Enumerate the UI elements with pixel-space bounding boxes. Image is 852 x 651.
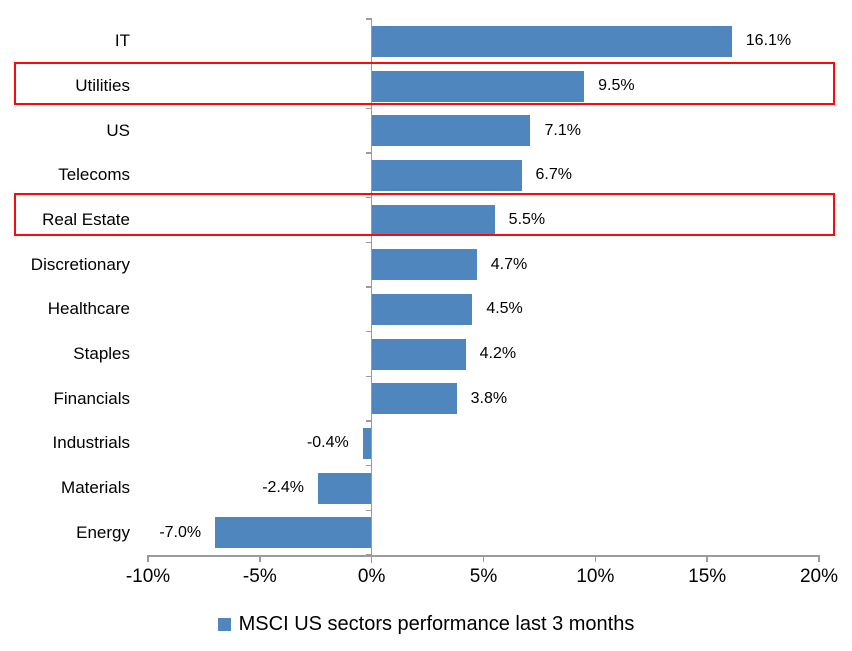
category-label-materials: Materials [61,478,130,497]
bar-utilities [371,70,585,102]
value-axis-tick [706,555,708,562]
category-axis-tick [365,330,372,333]
x-tick-label: -5% [242,566,277,587]
x-tick-label: 10% [576,566,615,587]
bar-telecoms [371,159,522,191]
x-tick-label: 15% [688,566,727,587]
category-axis-tick [365,375,372,378]
bar-value-label-staples: 4.2% [479,345,517,362]
category-axis-tick [365,286,372,288]
category-label-discretionary: Discretionary [30,254,130,274]
bar-discretionary [371,249,477,281]
bar-staples [371,338,466,370]
category-axis-tick [365,509,372,512]
bar-materials [317,472,372,504]
bar-value-label-us: 7.1% [544,121,581,139]
value-axis-tick [259,555,261,562]
value-axis-tick [147,555,149,562]
bar-value-label-financials: 3.8% [470,389,508,407]
bar-industrials [362,427,372,459]
category-axis-tick [365,196,372,199]
category-axis-line [370,19,373,563]
category-axis-tick [365,420,372,422]
bar-financials [371,383,457,415]
bar-value-label-industrials: -0.4% [306,434,349,452]
category-axis-tick [365,464,372,467]
bar-real-estate [371,204,495,236]
legend-swatch-icon [217,617,231,631]
category-axis-tick [365,152,372,154]
legend: MSCI US sectors performance last 3 month… [0,611,852,637]
category-label-financials: Financials [53,388,130,408]
category-label-utilities: Utilities [75,76,130,95]
bar-value-label-utilities: 9.5% [598,77,635,94]
x-tick-label: 5% [469,566,498,587]
bar-value-label-energy: -7.0% [159,523,202,541]
x-tick-label: 0% [357,566,386,587]
value-axis-tick [482,555,485,562]
category-axis-tick [365,241,372,244]
bar-value-label-it: 16.1% [745,32,792,50]
x-tick-label: -10% [125,566,171,587]
category-axis-tick [365,107,372,110]
category-label-telecoms: Telecoms [58,165,130,185]
bar-us [371,115,531,147]
bar-value-label-materials: -2.4% [262,479,304,496]
bar-value-label-telecoms: 6.7% [535,166,572,184]
value-axis-tick [370,555,373,562]
category-label-healthcare: Healthcare [47,299,130,319]
category-label-staples: Staples [73,344,130,363]
category-label-energy: Energy [76,522,130,542]
bar-value-label-discretionary: 4.7% [490,255,528,273]
bar-value-label-healthcare: 4.5% [486,300,523,318]
category-label-us: US [106,120,130,140]
bar-healthcare [371,293,473,325]
bar-energy [215,517,372,549]
bar-it [371,25,732,57]
category-label-it: IT [114,31,130,51]
value-axis-tick [818,555,820,562]
bar-value-label-real-estate: 5.5% [508,211,546,228]
value-axis-tick [594,555,597,562]
x-tick-label: 20% [799,566,839,587]
category-axis-tick [365,18,372,20]
legend-label: MSCI US sectors performance last 3 month… [238,612,635,635]
category-label-industrials: Industrials [52,433,130,453]
category-label-real-estate: Real Estate [42,210,130,229]
